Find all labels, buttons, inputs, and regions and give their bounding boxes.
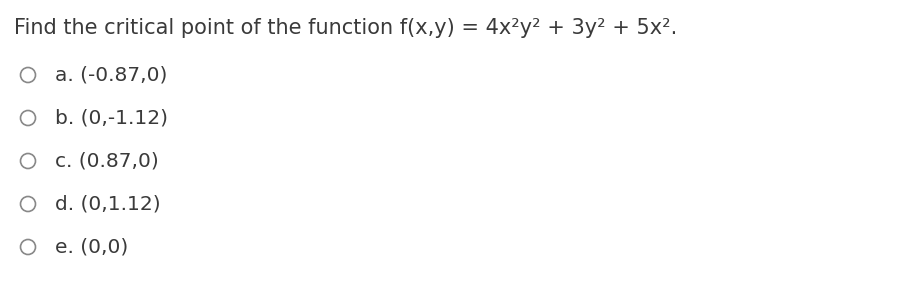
Text: d. (0,1.12): d. (0,1.12) <box>55 194 161 214</box>
Text: Find the critical point of the function f(x,y) = 4x²y² + 3y² + 5x².: Find the critical point of the function … <box>14 18 677 38</box>
Text: a. (-0.87,0): a. (-0.87,0) <box>55 65 167 85</box>
Text: c. (0.87,0): c. (0.87,0) <box>55 152 159 170</box>
Text: e. (0,0): e. (0,0) <box>55 238 128 256</box>
Text: b. (0,-1.12): b. (0,-1.12) <box>55 109 168 128</box>
